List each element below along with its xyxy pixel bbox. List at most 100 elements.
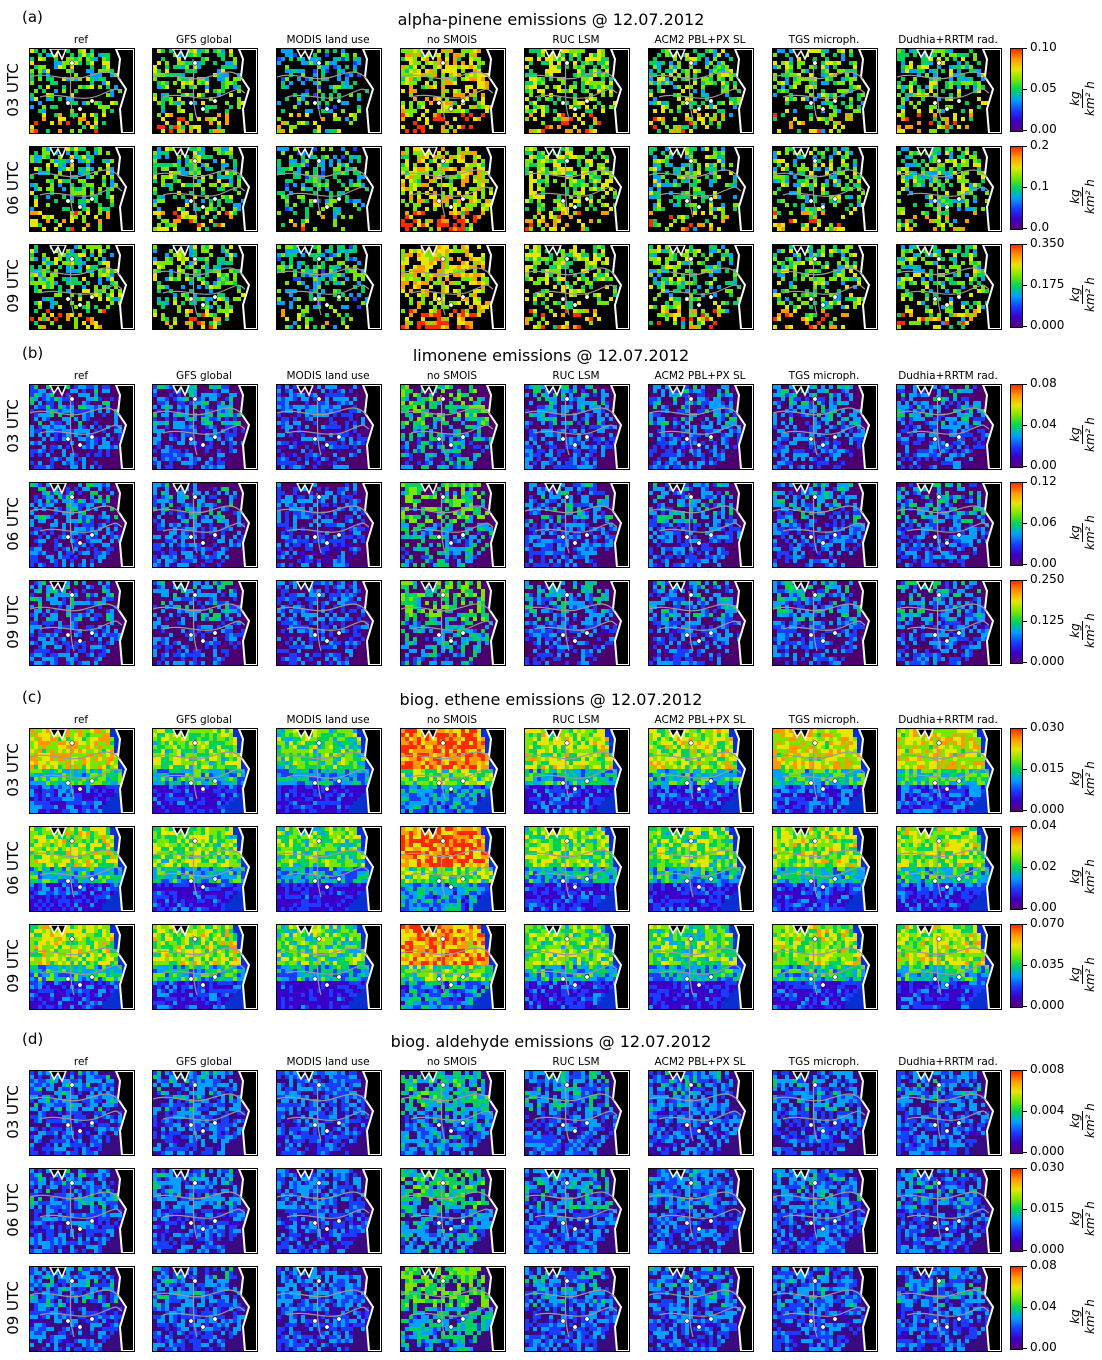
map-panel (29, 580, 135, 666)
emission-map (30, 1169, 134, 1253)
map-panel (648, 146, 754, 232)
emission-map (30, 385, 134, 469)
column-header: MODIS land use (263, 1056, 393, 1068)
map-panel (29, 48, 135, 134)
emission-map (649, 729, 753, 813)
row-header: 09 UTC (4, 1263, 22, 1353)
colorbar (1010, 146, 1023, 230)
emission-map (897, 483, 1001, 567)
map-panel (772, 384, 878, 470)
colorbar-tick-label: 0.0 (1030, 220, 1049, 234)
column-header: MODIS land use (263, 714, 393, 726)
colorbar-tick (1023, 580, 1027, 581)
map-panel (648, 384, 754, 470)
colorbar (1010, 48, 1023, 132)
colorbar-tick (1023, 285, 1027, 286)
column-header: GFS global (139, 34, 269, 46)
emission-map (153, 1071, 257, 1155)
emission-map (401, 925, 505, 1009)
map-panel (152, 826, 258, 912)
row-header: 06 UTC (4, 823, 22, 913)
emission-map (773, 1071, 877, 1155)
colorbar-tick (1023, 662, 1027, 663)
map-panel (400, 1070, 506, 1156)
map-panel (772, 482, 878, 568)
map-panel (772, 826, 878, 912)
colorbar-tick-label: 0.015 (1030, 1201, 1064, 1215)
colorbar-tick (1023, 1348, 1027, 1349)
unit-numerator: kg (1068, 425, 1083, 444)
colorbar-tick (1023, 1250, 1027, 1251)
map-panel (648, 728, 754, 814)
row-header: 06 UTC (4, 1165, 22, 1255)
map-panel (524, 146, 630, 232)
colorbar-tick (1023, 244, 1027, 245)
map-panel (524, 482, 630, 568)
unit-numerator: kg (1068, 523, 1083, 542)
map-panel (772, 924, 878, 1010)
map-panel (400, 924, 506, 1010)
colorbar-tick-label: 0.000 (1030, 654, 1064, 668)
emission-map (897, 385, 1001, 469)
map-panel (400, 244, 506, 330)
colorbar-tick-label: 0.00 (1030, 122, 1057, 136)
colorbar-tick (1023, 48, 1027, 49)
emission-map (277, 729, 381, 813)
emission-map (897, 1071, 1001, 1155)
row-header: 06 UTC (4, 479, 22, 569)
emission-map (897, 1169, 1001, 1253)
map-panel (400, 1266, 506, 1352)
map-panel (648, 48, 754, 134)
map-panel (276, 146, 382, 232)
map-panel (648, 1266, 754, 1352)
colorbar (1010, 384, 1023, 468)
emission-map (153, 1267, 257, 1351)
map-panel (152, 482, 258, 568)
colorbar-tick (1023, 826, 1027, 827)
emission-map (649, 1267, 753, 1351)
colorbar-tick (1023, 425, 1027, 426)
colorbar-tick (1023, 621, 1027, 622)
colorbar (1010, 728, 1023, 812)
emission-map (153, 729, 257, 813)
emission-map (525, 245, 629, 329)
colorbar-tick-label: 0.125 (1030, 613, 1064, 627)
map-panel (29, 1070, 135, 1156)
emission-map (773, 49, 877, 133)
map-panel (152, 1266, 258, 1352)
map-panel (276, 1070, 382, 1156)
column-header: no SMOIS (387, 1056, 517, 1068)
emission-map (897, 147, 1001, 231)
colorbar-tick-label: 0.05 (1030, 81, 1057, 95)
emission-map (401, 385, 505, 469)
unit-numerator: kg (1068, 89, 1083, 108)
emission-map (525, 385, 629, 469)
unit-numerator: kg (1068, 965, 1083, 984)
emission-map (153, 1169, 257, 1253)
colorbar-tick-label: 0.10 (1030, 40, 1057, 54)
emission-map (773, 147, 877, 231)
colorbar-tick-label: 0.08 (1030, 1258, 1057, 1272)
map-panel (896, 384, 1002, 470)
emission-map (153, 49, 257, 133)
map-panel (152, 384, 258, 470)
colorbar-tick-label: 0.030 (1030, 1160, 1064, 1174)
column-header: ref (16, 370, 146, 382)
colorbar (1010, 482, 1023, 566)
colorbar-tick (1023, 867, 1027, 868)
map-panel (648, 1168, 754, 1254)
map-panel (152, 1070, 258, 1156)
map-panel (400, 826, 506, 912)
emission-map (525, 147, 629, 231)
unit-numerator: kg (1068, 187, 1083, 206)
colorbar-tick-label: 0.000 (1030, 998, 1064, 1012)
emission-map (277, 245, 381, 329)
map-panel (524, 826, 630, 912)
